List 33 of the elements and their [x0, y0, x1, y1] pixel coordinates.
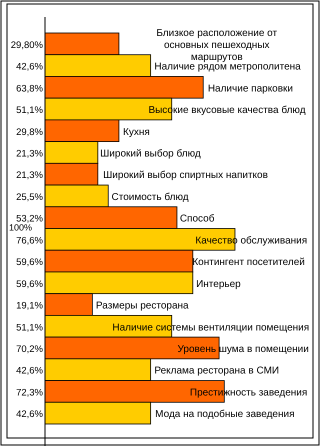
data-label: 63,8% — [16, 83, 44, 94]
y-tick-label: Широкий выбор спиртных напитков — [103, 170, 268, 182]
y-tick-label: Размеры ресторана — [96, 300, 190, 312]
data-label: 70,2% — [16, 344, 44, 355]
y-tick-label: Наличие рядом метрополитена — [154, 62, 302, 73]
data-label: 51,1% — [16, 322, 44, 334]
data-label: 25,5% — [16, 192, 44, 203]
text: 100% — [9, 222, 32, 232]
data-label: 59,6% — [16, 257, 44, 268]
data-label: 21,3% — [16, 170, 44, 182]
data-label: 42,6% — [16, 366, 44, 377]
y-tick-label: Реклама ресторана в СМИ — [154, 366, 280, 377]
y-tick-label: Наличие парковки — [208, 83, 294, 94]
data-label: 29,8% — [16, 126, 44, 138]
data-label: 59,6% — [16, 278, 44, 290]
y-tick-label: Уровень шума в помещении — [178, 344, 309, 355]
y-tick-label: Широкий выбор блюд — [100, 148, 201, 160]
data-label: 42,6% — [16, 62, 44, 73]
data-label: 29,80% — [10, 40, 44, 51]
data-label: 72,3% — [16, 387, 44, 398]
data-label: 76,6% — [16, 235, 44, 246]
data-label: 53,2% — [16, 214, 44, 225]
data-label: 42,6% — [16, 409, 44, 420]
y-tick-label: Контингент посетителей — [192, 257, 305, 268]
data-label: 21,3% — [16, 148, 44, 160]
y-tick-label: Интерьер — [196, 278, 242, 290]
data-label: 19,1% — [16, 300, 44, 312]
y-tick-label: Близкое расположение от основных пешеходных маршрутов — [156, 28, 278, 63]
y-tick-label: Мода на подобные заведения — [155, 409, 295, 420]
y-tick-label: Способ — [180, 214, 215, 225]
y-tick-label: Стоимость блюд — [112, 192, 189, 203]
data-label: 51,1% — [16, 105, 44, 116]
y-tick-label: Кухня — [123, 126, 150, 138]
